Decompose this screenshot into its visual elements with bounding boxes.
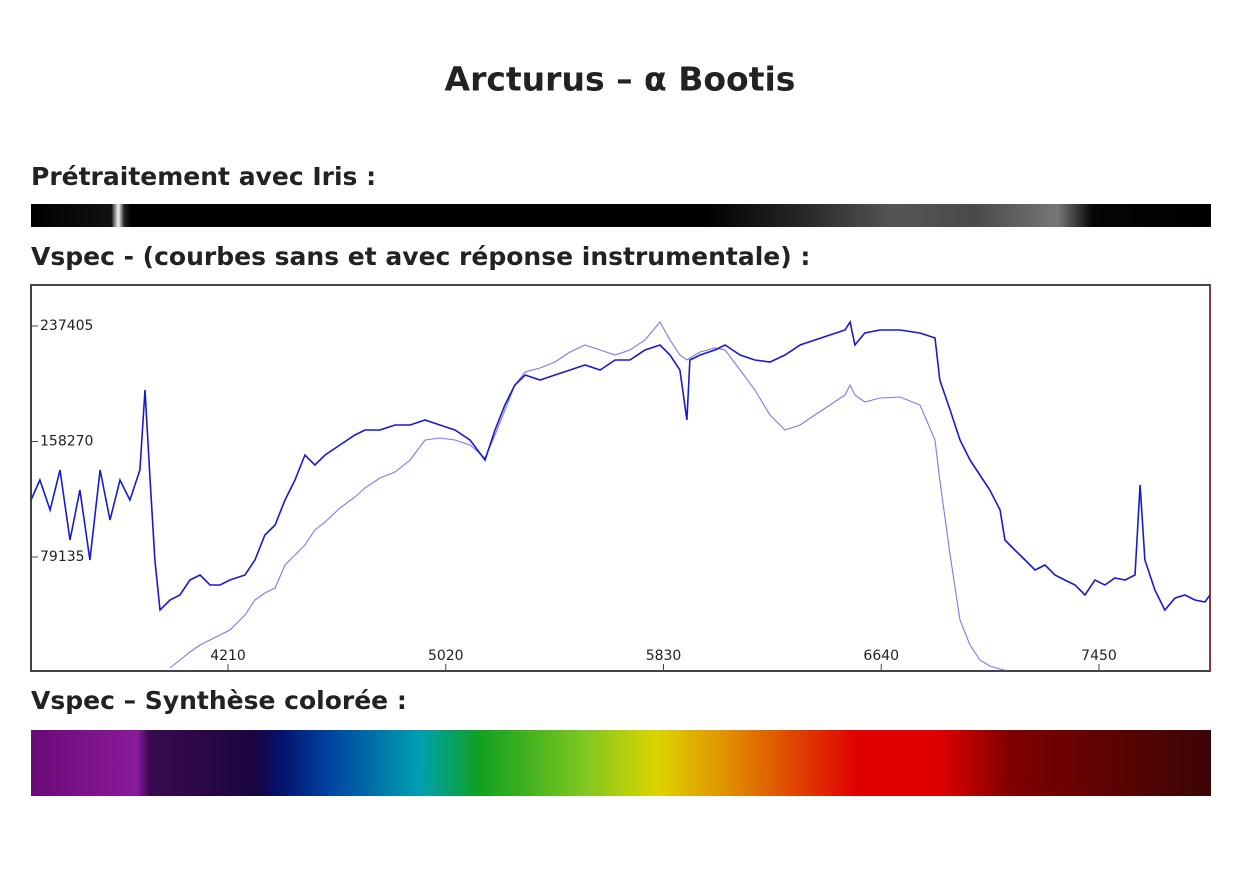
- y-tick-label: 79135: [40, 549, 85, 565]
- x-tick-label: 5020: [428, 648, 464, 664]
- plot-frame: [30, 284, 1211, 672]
- color-synthesis-strip: [31, 730, 1211, 796]
- iris-spectrum-strip: [31, 204, 1211, 227]
- section-heading: Vspec – Synthèse colorée :: [31, 686, 407, 715]
- section-heading: Vspec - (courbes sans et avec réponse in…: [31, 242, 810, 271]
- spectrum-line: [169, 321, 1006, 671]
- x-tick-label: 6640: [863, 648, 899, 664]
- x-tick-label: 7450: [1081, 648, 1117, 664]
- page-title: Arcturus – α Bootis: [445, 60, 796, 99]
- plot: 79135 158270 237405 4210 5020 5830 6640 7450: [31, 318, 1210, 671]
- x-tick-label: 5830: [646, 648, 682, 664]
- section-heading: Prétraitement avec Iris :: [31, 162, 376, 191]
- spectrum-line: [31, 319, 1210, 612]
- y-tick-label: 237405: [40, 318, 93, 334]
- y-tick-label: 158270: [40, 434, 93, 450]
- x-tick-label: 4210: [210, 648, 246, 664]
